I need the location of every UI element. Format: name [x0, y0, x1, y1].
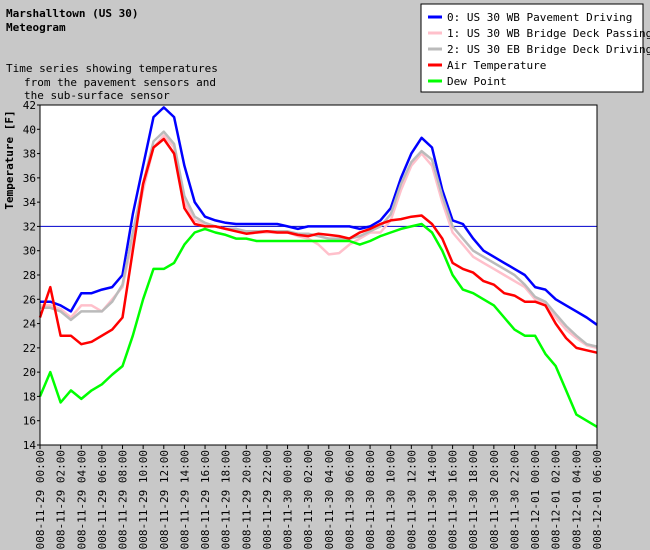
x-tick-label: 2008-12-01 02:00	[550, 450, 563, 550]
x-tick-label: 2008-11-29 20:00	[240, 450, 253, 550]
y-tick-label: 18	[23, 390, 36, 403]
series-line	[40, 130, 598, 348]
x-tick-label: 2008-11-29 08:00	[117, 450, 130, 550]
x-tick-label: 2008-11-29 18:00	[220, 450, 233, 550]
x-tick-label: 2008-11-29 10:00	[137, 450, 150, 550]
y-tick-label: 22	[23, 342, 36, 355]
legend-entries: 0: US 30 WB Pavement Driving 1: US 30 WB …	[428, 11, 650, 88]
y-tick-label: 40	[23, 123, 36, 136]
y-tick-label: 36	[23, 172, 36, 185]
x-tick-label: 2008-11-30 02:00	[302, 450, 315, 550]
y-tick-label: 14	[23, 439, 37, 452]
y-axis-label: Temperature [F]	[3, 110, 16, 209]
x-tick-label: 2008-12-01 00:00	[529, 450, 542, 550]
series-line	[38, 222, 598, 428]
x-tick-label: 2008-11-30 06:00	[343, 450, 356, 550]
legend-label: 1: US 30 WB Bridge Deck Passing	[447, 27, 650, 40]
x-tick-label: 2008-11-29 00:00	[34, 450, 47, 550]
y-tick-label: 26	[23, 293, 36, 306]
y-tick-label: 32	[23, 220, 36, 233]
legend-label: Air Temperature	[447, 59, 546, 72]
x-tick-label: 2008-11-30 18:00	[467, 450, 480, 550]
x-tick-label: 2008-11-30 10:00	[385, 450, 398, 550]
x-tick-label: 2008-12-01 06:00	[591, 450, 604, 550]
x-tick-label: 2008-12-01 04:00	[570, 450, 583, 550]
legend-label: 0: US 30 WB Pavement Driving	[447, 11, 632, 24]
x-tick-label: 2008-11-29 22:00	[261, 450, 274, 550]
series-line	[38, 137, 598, 354]
x-tick-label: 2008-11-29 12:00	[158, 450, 171, 550]
x-tick-label: 2008-11-30 22:00	[508, 450, 521, 550]
x-tick-label: 2008-11-29 02:00	[55, 450, 68, 550]
y-tick-label: 20	[23, 366, 36, 379]
subtitle: from the pavement sensors and	[24, 76, 216, 89]
x-tick-label: 2008-11-29 16:00	[199, 450, 212, 550]
legend-label: 2: US 30 EB Bridge Deck Driving	[447, 43, 650, 56]
y-tick-label: 24	[23, 318, 37, 331]
x-tick-label: 2008-11-30 08:00	[364, 450, 377, 550]
legend-label: Dew Point	[447, 75, 507, 88]
x-tick-label: 2008-11-30 12:00	[405, 450, 418, 550]
chart-title: Meteogram	[6, 21, 66, 34]
marks	[38, 106, 598, 428]
y-tick-label: 34	[23, 196, 37, 209]
y-tick-label: 38	[23, 148, 36, 161]
series-line	[40, 106, 598, 326]
y-tick-label: 28	[23, 269, 36, 282]
x-tick-label: 2008-11-30 14:00	[426, 450, 439, 550]
subtitle: Time series showing temperatures	[6, 62, 218, 75]
x-tick-label: 2008-11-29 06:00	[96, 450, 109, 550]
y-tick-label: 42	[23, 99, 36, 112]
x-tick-label: 2008-11-30 20:00	[488, 450, 501, 550]
legend	[420, 3, 644, 93]
y-tick-label: 16	[23, 415, 36, 428]
subtitle: the sub-surface sensor	[24, 89, 170, 102]
x-tick-label: 2008-11-29 04:00	[75, 450, 88, 550]
x-tick-label: 2008-11-30 04:00	[323, 450, 336, 550]
x-tick-label: 2008-11-30 00:00	[282, 450, 295, 550]
x-tick-label: 2008-11-30 16:00	[447, 450, 460, 550]
y-tick-label: 30	[23, 245, 36, 258]
chart-title: Marshalltown (US 30)	[6, 7, 138, 20]
x-tick-label: 2008-11-29 14:00	[178, 450, 191, 550]
